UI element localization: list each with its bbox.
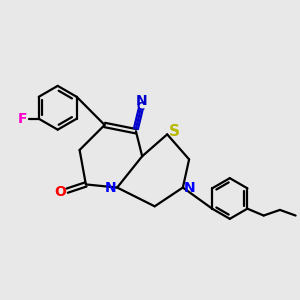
Text: N: N (184, 181, 196, 194)
Text: C: C (136, 102, 145, 112)
Text: N: N (104, 181, 116, 194)
Text: O: O (54, 185, 66, 199)
Text: F: F (18, 112, 27, 126)
Text: N: N (136, 94, 147, 108)
Text: S: S (169, 124, 180, 139)
